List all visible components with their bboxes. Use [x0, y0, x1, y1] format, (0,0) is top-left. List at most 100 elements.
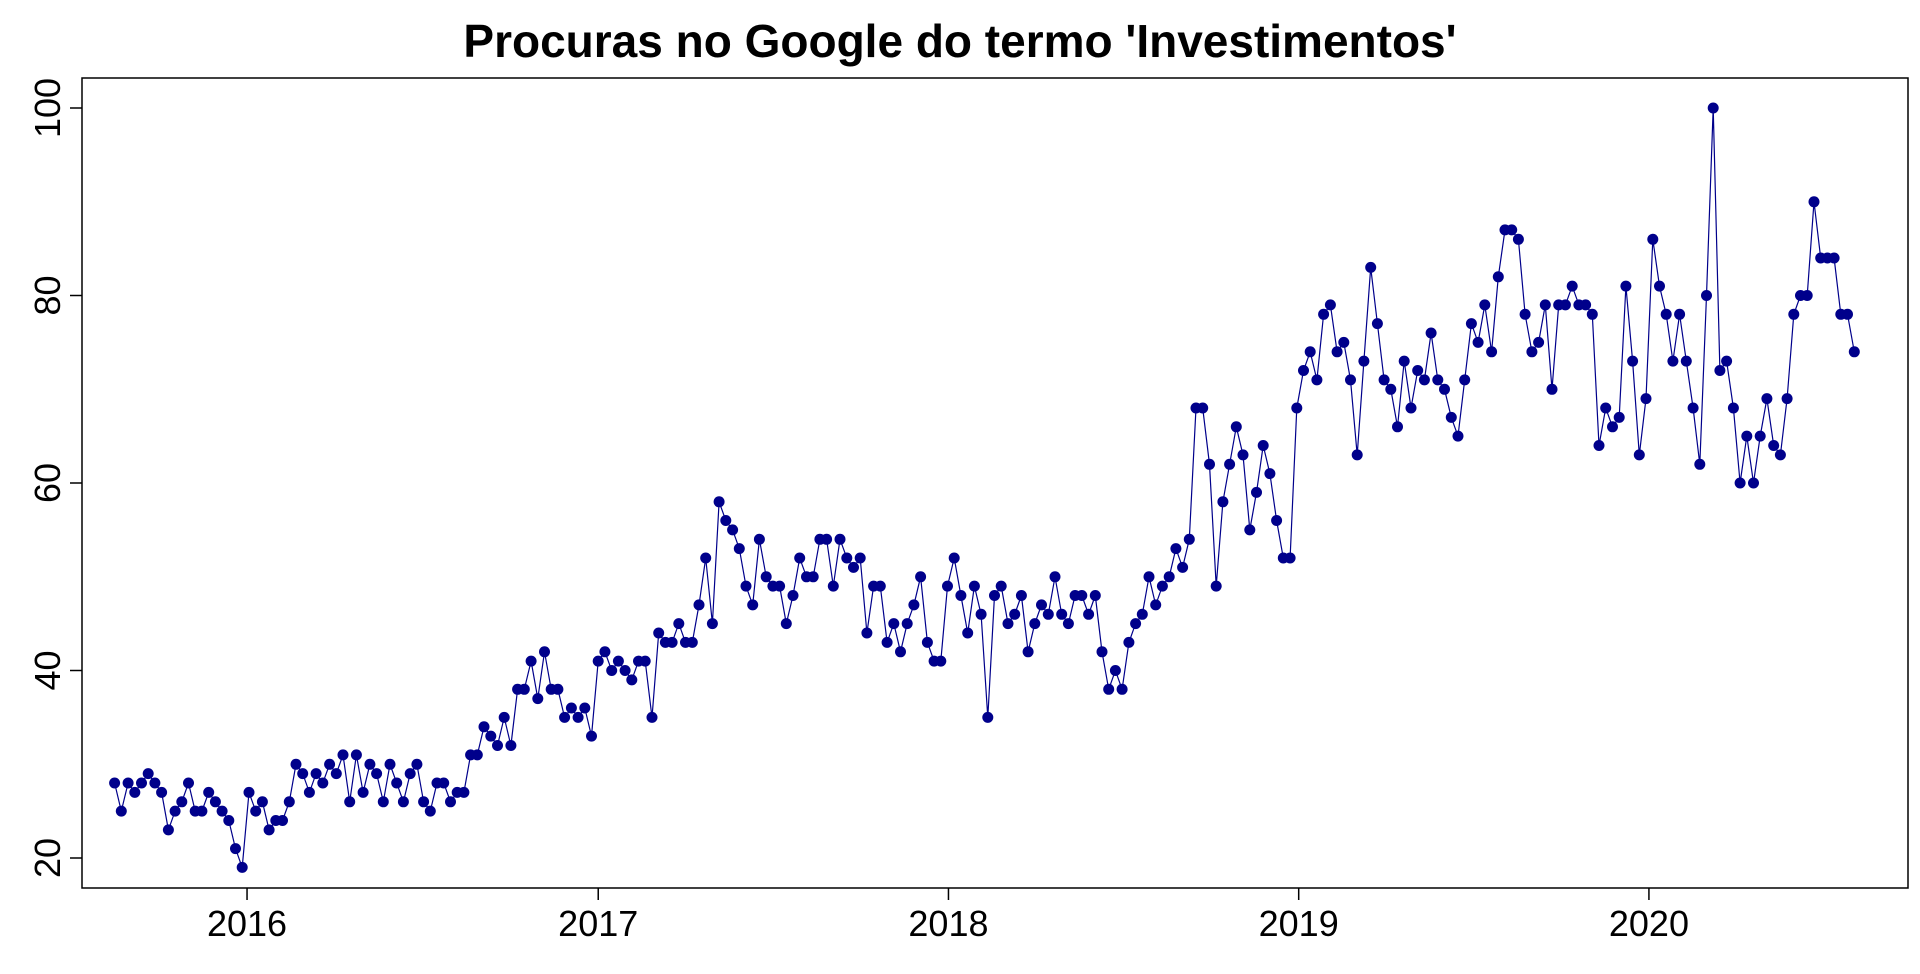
data-point	[1351, 449, 1363, 461]
data-point	[391, 777, 403, 789]
data-point	[283, 796, 295, 808]
data-point	[1177, 561, 1189, 573]
data-point	[1674, 308, 1686, 320]
data-point	[1734, 477, 1746, 489]
data-point	[357, 786, 369, 798]
data-point	[1204, 458, 1215, 470]
data-point	[1701, 290, 1712, 301]
data-point	[1083, 608, 1095, 620]
data-point	[747, 599, 759, 611]
data-point	[1714, 365, 1726, 376]
data-point	[1439, 383, 1450, 395]
data-point	[834, 533, 846, 545]
data-point	[1022, 646, 1034, 658]
data-point	[572, 711, 584, 723]
data-point	[720, 515, 732, 526]
data-point	[1848, 346, 1860, 358]
data-point	[310, 768, 322, 780]
data-point	[693, 599, 705, 611]
data-point	[1808, 196, 1820, 208]
data-point	[404, 768, 416, 780]
data-point	[774, 580, 786, 592]
data-point	[250, 805, 262, 817]
data-point	[1284, 552, 1296, 564]
data-point	[1318, 308, 1330, 320]
data-point	[1432, 374, 1444, 386]
data-point	[1049, 571, 1061, 583]
data-point	[599, 646, 611, 658]
data-point	[1828, 252, 1840, 264]
data-point	[753, 533, 765, 545]
data-point	[142, 768, 154, 780]
series-line	[114, 107, 1855, 868]
data-point	[1741, 430, 1753, 442]
data-point	[1136, 608, 1148, 620]
data-point	[129, 786, 141, 798]
data-point	[1345, 374, 1356, 386]
data-point	[586, 730, 597, 742]
data-point	[1667, 355, 1679, 367]
data-point	[518, 683, 530, 695]
data-point	[1365, 261, 1377, 273]
data-point	[1089, 590, 1101, 601]
data-point	[1224, 458, 1236, 470]
x-tick-label: 2019	[1259, 903, 1339, 944]
data-point	[995, 580, 1007, 592]
data-point	[854, 552, 866, 564]
data-point	[256, 796, 268, 808]
data-point	[559, 711, 571, 723]
data-point	[1042, 608, 1054, 620]
data-point	[1788, 308, 1800, 320]
data-point	[1492, 271, 1504, 283]
series-layer	[109, 102, 1860, 873]
data-point	[646, 711, 658, 723]
data-point	[942, 580, 953, 592]
data-point	[324, 758, 336, 770]
data-point	[841, 552, 853, 564]
data-point	[478, 721, 490, 733]
data-point	[1559, 299, 1571, 311]
data-point	[1613, 411, 1625, 423]
data-point	[727, 524, 739, 536]
data-point	[848, 561, 859, 573]
data-point	[915, 571, 927, 583]
data-point	[975, 608, 987, 620]
data-point	[686, 636, 698, 648]
data-point	[115, 805, 127, 817]
data-point	[1842, 308, 1853, 320]
data-point	[1801, 290, 1813, 301]
data-point	[955, 590, 967, 601]
data-point	[1271, 515, 1283, 526]
data-point	[223, 815, 235, 826]
data-point	[1298, 365, 1309, 376]
data-point	[1640, 393, 1652, 405]
data-point	[706, 618, 718, 630]
data-point	[565, 702, 577, 714]
data-point	[982, 711, 994, 723]
data-point	[384, 758, 396, 770]
data-point	[962, 627, 974, 639]
data-point	[1721, 355, 1733, 367]
data-point	[492, 740, 503, 751]
data-point	[1002, 618, 1014, 630]
data-point	[713, 496, 725, 508]
data-point	[303, 786, 315, 798]
data-point	[209, 796, 221, 808]
data-point	[156, 786, 168, 798]
data-point	[760, 571, 772, 583]
data-point	[1036, 599, 1047, 611]
data-point	[888, 618, 900, 630]
data-point	[1486, 346, 1498, 358]
data-point	[136, 777, 147, 789]
data-point	[1512, 233, 1524, 245]
chart-title: Procuras no Google do termo 'Investiment…	[463, 15, 1457, 67]
data-point	[1465, 318, 1477, 330]
y-tick-label: 20	[27, 838, 68, 878]
data-point	[1707, 102, 1719, 114]
data-point	[1183, 533, 1195, 545]
data-point	[968, 580, 980, 592]
data-point	[874, 580, 886, 592]
data-point	[1116, 683, 1128, 695]
data-point	[458, 786, 470, 798]
